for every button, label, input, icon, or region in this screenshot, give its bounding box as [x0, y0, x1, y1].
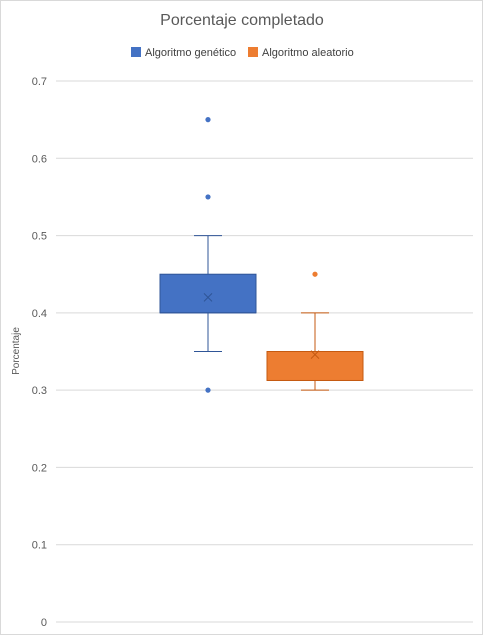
box-series-1 [266, 271, 364, 391]
outlier-point [205, 387, 211, 393]
y-tick-label: 0.7 [32, 76, 47, 88]
outlier-point [312, 271, 318, 277]
outlier-point [205, 194, 211, 200]
box-series-0 [159, 117, 257, 393]
y-tick-label: 0.6 [32, 153, 47, 165]
y-tick-label: 0.2 [32, 462, 47, 474]
y-tick-label: 0 [41, 617, 47, 629]
legend-swatch-genetico [131, 47, 141, 57]
box-iqr [266, 351, 364, 381]
y-tick-label: 0.3 [32, 385, 47, 397]
y-tick-label: 0.1 [32, 540, 47, 552]
y-axis-ticks: 0 0.1 0.2 0.3 0.4 0.5 0.6 0.7 [32, 76, 47, 629]
legend-label-genetico: Algoritmo genético [145, 47, 236, 59]
y-axis-title: Porcentaje [11, 327, 22, 375]
box-iqr [159, 273, 257, 314]
legend: Algoritmo genético Algoritmo aleatorio [131, 47, 354, 59]
gridlines [56, 80, 473, 623]
outlier-point [205, 117, 211, 123]
legend-swatch-aleatorio [248, 47, 258, 57]
mean-marker [310, 350, 320, 359]
mean-marker [203, 293, 213, 302]
legend-label-aleatorio: Algoritmo aleatorio [262, 47, 354, 59]
chart-title: Porcentaje completado [160, 12, 324, 29]
boxes [159, 117, 364, 393]
y-tick-label: 0.5 [32, 231, 47, 243]
y-tick-label: 0.4 [32, 308, 47, 320]
